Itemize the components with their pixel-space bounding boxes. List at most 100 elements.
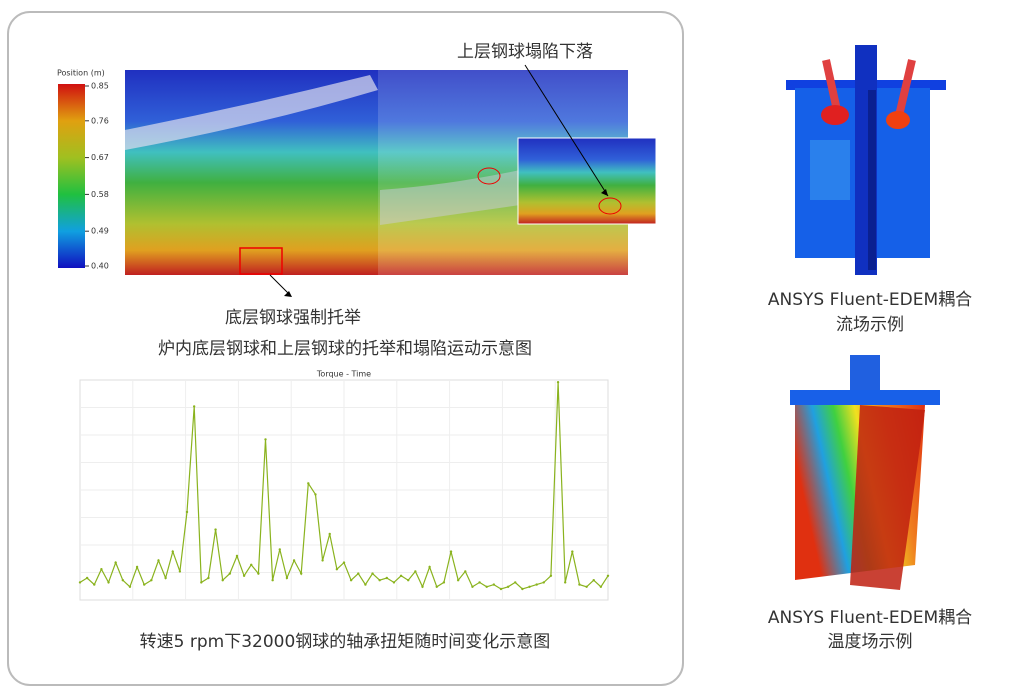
point [485, 585, 488, 588]
point [100, 568, 103, 571]
point [242, 574, 246, 577]
point [93, 583, 96, 586]
point [542, 581, 545, 584]
point [385, 576, 389, 580]
point [200, 581, 203, 584]
point [128, 585, 132, 588]
colorbar-tick-label: 0.85 [91, 82, 109, 91]
point [421, 585, 424, 588]
point [307, 482, 310, 485]
point [514, 581, 517, 584]
point [428, 565, 431, 569]
point [549, 574, 553, 577]
point [107, 581, 110, 584]
point [556, 381, 560, 384]
point [392, 581, 396, 584]
point [535, 583, 538, 586]
point [499, 587, 503, 591]
point [143, 583, 146, 586]
point [207, 576, 210, 580]
point [78, 581, 82, 584]
colorbar-tick-label: 0.76 [91, 116, 109, 125]
point [257, 572, 260, 575]
point [85, 576, 89, 580]
point [235, 554, 239, 558]
point [150, 579, 153, 582]
point [449, 550, 453, 553]
annotation: 底层钢球强制托举 [225, 308, 361, 328]
point [135, 565, 139, 569]
caption: 流场示例 [836, 315, 904, 335]
point [314, 493, 317, 496]
point [578, 583, 581, 586]
colorbar-tick-label: 0.40 [91, 262, 109, 271]
highlight [477, 167, 501, 185]
flow-render [786, 45, 946, 275]
point [471, 585, 474, 588]
point [157, 559, 160, 562]
caption: 温度场示例 [828, 632, 913, 652]
point [371, 572, 374, 575]
colorbar-tick-label: 0.49 [91, 227, 109, 236]
point [435, 585, 438, 588]
highlight [598, 197, 622, 215]
point [442, 581, 446, 584]
point [349, 579, 353, 582]
highlight [239, 247, 283, 275]
point [228, 572, 232, 575]
point [171, 550, 174, 553]
point [364, 583, 367, 586]
inset [517, 137, 657, 225]
caption: ANSYS Fluent-EDEM耦合 [768, 290, 972, 310]
point [521, 587, 524, 591]
point [378, 579, 381, 582]
arrow [524, 64, 609, 197]
point [357, 572, 360, 575]
point [164, 576, 167, 580]
caption: ANSYS Fluent-EDEM耦合 [768, 608, 972, 628]
point [414, 570, 417, 573]
point [335, 568, 339, 571]
blade [125, 75, 378, 150]
arrowhead [601, 189, 608, 196]
point [250, 563, 253, 566]
point [563, 581, 567, 584]
point [285, 576, 289, 580]
point [478, 581, 481, 584]
arrow [269, 274, 291, 296]
point [399, 574, 403, 577]
point [114, 561, 117, 564]
point [528, 585, 531, 588]
point [185, 510, 189, 514]
point [342, 561, 346, 564]
colorbar-tick-label: 0.67 [91, 153, 109, 162]
point [321, 559, 324, 562]
point [492, 583, 496, 586]
point [464, 570, 467, 573]
point [407, 579, 410, 582]
caption: 转速5 rpm下32000钢球的轴承扭矩随时间变化示意图 [140, 632, 551, 652]
chart-title: Torque - Time [316, 370, 371, 379]
temp-render [790, 355, 940, 590]
colorbar [58, 84, 85, 268]
point [121, 579, 125, 582]
point [192, 405, 196, 408]
point [599, 585, 603, 588]
annotation: 上层钢球塌陷下落 [457, 42, 593, 62]
point [292, 559, 296, 562]
point [278, 548, 281, 551]
point [214, 528, 217, 531]
colorbar-tick-label: 0.58 [91, 190, 109, 199]
colorbar-title: Position (m) [57, 69, 105, 78]
point [606, 574, 610, 577]
point [592, 579, 595, 582]
point [571, 550, 574, 553]
point [506, 585, 510, 588]
point [328, 532, 331, 536]
point [264, 438, 267, 441]
point [585, 585, 588, 588]
point [221, 579, 224, 582]
arrowhead [284, 291, 292, 297]
point [271, 579, 274, 582]
